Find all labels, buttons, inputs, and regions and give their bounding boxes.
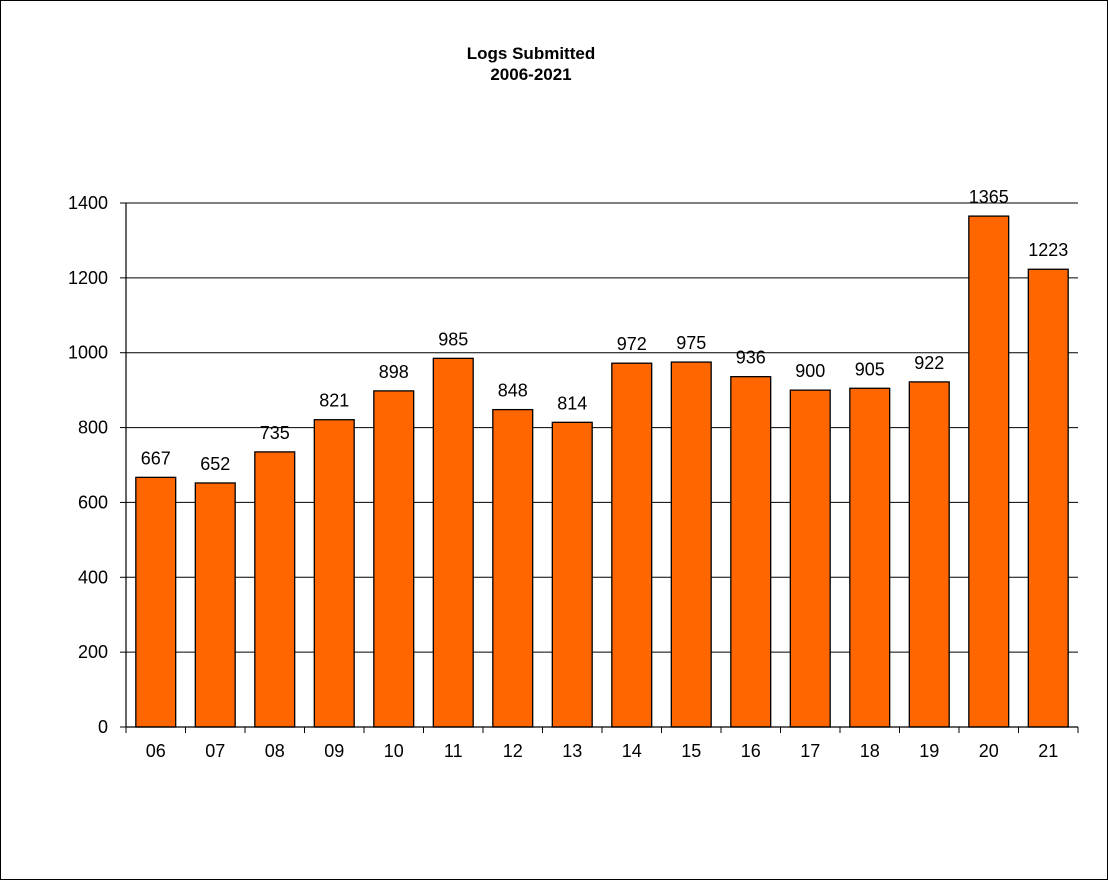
data-label: 814 [557,393,587,413]
data-label: 1365 [969,187,1009,207]
data-label: 922 [914,353,944,373]
y-tick-label: 400 [78,567,108,587]
data-label: 848 [498,381,528,401]
bar [313,419,355,728]
x-tick-label: 14 [622,741,642,761]
x-tick-label: 10 [384,741,404,761]
x-tick-label: 09 [324,741,344,761]
data-label: 905 [855,359,885,379]
bar [492,408,534,728]
bar [611,362,653,728]
data-label: 985 [438,329,468,349]
data-label: 652 [200,454,230,474]
x-tick-label: 12 [503,741,523,761]
y-tick-label: 600 [78,492,108,512]
x-tick-label: 08 [265,741,285,761]
data-label: 975 [676,333,706,353]
bar [135,476,177,728]
data-label: 667 [141,448,171,468]
bar [730,376,772,728]
data-label: 900 [795,361,825,381]
x-tick-label: 06 [146,741,166,761]
bar [968,215,1010,728]
bar [432,357,474,728]
bar [849,387,891,728]
data-label: 898 [379,362,409,382]
y-tick-label: 200 [78,642,108,662]
data-label: 821 [319,391,349,411]
chart-subtitle: 2006-2021 [490,65,572,84]
x-tick-label: 11 [444,741,463,761]
bar [373,390,415,728]
bar [1027,268,1069,728]
labels: 0 200 400 600 800 1000 1200 1400 667 06 652 07 735 08… [68,187,1068,761]
bar [254,451,296,728]
bar [789,389,831,728]
axes [120,202,1079,733]
bar [194,482,236,728]
x-tick-label: 18 [860,741,880,761]
x-tick-label: 20 [979,741,999,761]
data-label: 735 [260,423,290,443]
bar [551,421,593,728]
bars [135,215,1069,728]
y-tick-label: 1200 [68,268,108,288]
y-tick-label: 1400 [68,193,108,213]
chart-title: Logs Submitted [466,44,596,63]
bar [908,381,950,728]
bar [670,361,712,728]
x-tick-label: 19 [919,741,939,761]
data-label: 936 [736,348,766,368]
y-tick-label: 0 [98,717,108,737]
x-tick-label: 13 [562,741,582,761]
y-tick-label: 1000 [68,343,108,363]
y-tick-label: 800 [78,418,108,438]
x-tick-label: 15 [681,741,701,761]
x-tick-label: 16 [741,741,761,761]
data-label: 972 [617,334,647,354]
data-label: 1223 [1028,240,1068,260]
x-tick-label: 17 [800,741,820,761]
x-tick-label: 21 [1038,741,1058,761]
x-tick-label: 07 [205,741,225,761]
